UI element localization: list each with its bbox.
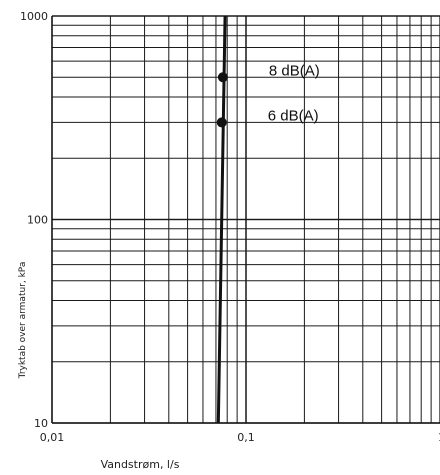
y-tick-label: 10 [34,417,48,430]
x-axis-label: Vandstrøm, l/s [101,458,180,471]
series-layer [216,15,227,424]
tick-layer: 0,01 0,1 1 10 100 1000 [20,10,440,444]
y-tick-label: 100 [27,214,48,227]
y-tick-label: 1000 [20,10,48,23]
annotation-marker [217,72,228,83]
annotation-marker [216,117,227,128]
annotation-layer: 8 dB(A) 6 dB(A) [216,62,320,128]
x-tick-label: 1 [438,431,440,444]
x-tick-label: 0,01 [40,431,65,444]
series-line [216,15,227,424]
annotation-label: 6 dB(A) [268,107,319,124]
y-axis-label: Tryktab over armatur, kPa [18,262,28,380]
plot-frame [51,15,440,424]
annotation-label: 8 dB(A) [269,62,320,79]
grid [51,15,440,424]
x-tick-label: 0,1 [237,431,255,444]
